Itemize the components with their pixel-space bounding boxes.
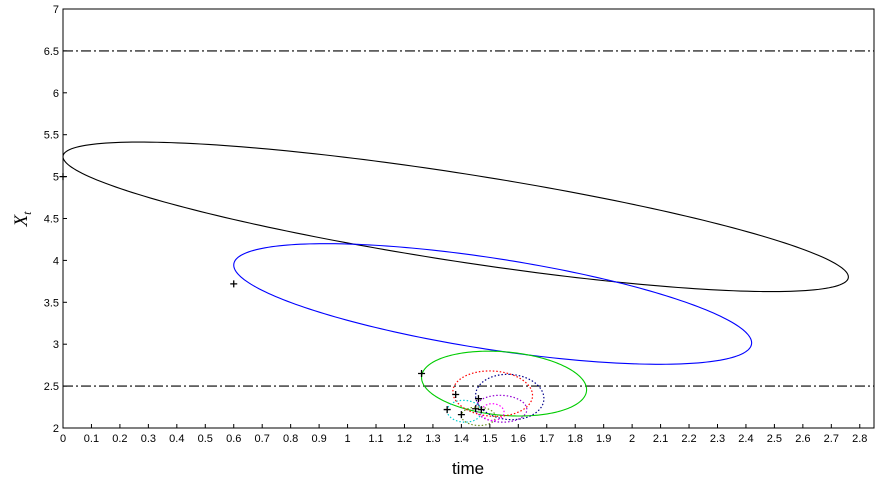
x-tick-label: 2.7 — [824, 433, 839, 445]
x-tick-label: 1 — [344, 433, 350, 445]
x-tick-label: 2.8 — [852, 433, 867, 445]
series-loop-3 — [420, 350, 588, 417]
x-tick-label: 1.3 — [425, 433, 440, 445]
series-loop-2 — [233, 243, 753, 365]
start-marker-7 — [443, 406, 451, 414]
x-tick-label: 1.1 — [368, 433, 383, 445]
y-tick-label: 6 — [53, 88, 59, 100]
series-loop-4 — [452, 370, 534, 417]
y-axis-ticks: 2 2.5 3 3.5 4 4.5 5 5.5 6 6.5 7 — [44, 4, 67, 435]
series-loop-1 — [62, 141, 849, 293]
y-axis-title-subscript: t — [20, 211, 34, 215]
y-tick-label: 4.5 — [44, 214, 59, 226]
start-marker-3 — [418, 370, 426, 378]
x-tick-label: 2.6 — [795, 433, 810, 445]
x-tick-label: 2.3 — [710, 433, 725, 445]
y-tick-label: 5.5 — [44, 130, 59, 142]
x-tick-label: 1.9 — [596, 433, 611, 445]
y-tick-label: 7 — [53, 4, 59, 16]
x-tick-label: 2.4 — [738, 433, 753, 445]
plot-area — [59, 8, 875, 429]
y-tick-label: 6.5 — [44, 46, 59, 58]
y-axis-title: Xt — [11, 211, 34, 228]
x-tick-label: 2 — [629, 433, 635, 445]
series-loop-8 — [460, 406, 497, 427]
start-marker-5 — [474, 395, 482, 403]
x-tick-label: 0.5 — [198, 433, 213, 445]
y-tick-label: 4 — [53, 255, 59, 267]
x-tick-label: 0 — [60, 433, 66, 445]
x-tick-label: 1.4 — [454, 433, 469, 445]
svg-text:Xt: Xt — [11, 211, 34, 228]
start-marker-4 — [452, 390, 460, 398]
plot-frame — [62, 8, 875, 429]
x-tick-label: 0.3 — [141, 433, 156, 445]
start-marker-9 — [477, 406, 485, 414]
x-tick-label: 1.2 — [397, 433, 412, 445]
x-tick-label: 0.2 — [112, 433, 127, 445]
x-tick-label: 2.2 — [681, 433, 696, 445]
x-tick-label: 0.7 — [255, 433, 270, 445]
start-marker-6 — [472, 405, 480, 413]
x-axis-ticks: 0 0.1 0.2 0.3 0.4 0.5 0.6 0.7 0.8 0.9 1 1.1 1.2 1.3 1.… — [60, 424, 867, 445]
x-tick-label: 1.7 — [539, 433, 554, 445]
start-marker-2 — [230, 280, 238, 288]
x-tick-label: 0.1 — [84, 433, 99, 445]
y-axis-title-main: X — [11, 213, 32, 227]
y-tick-label: 2.5 — [44, 381, 59, 393]
y-tick-label: 3 — [53, 339, 59, 351]
series-loop-5 — [475, 373, 545, 421]
x-tick-label: 0.4 — [169, 433, 184, 445]
y-tick-label: 3.5 — [44, 297, 59, 309]
x-tick-label: 2.5 — [767, 433, 782, 445]
y-tick-label: 5 — [53, 172, 59, 184]
x-axis-title: time — [452, 459, 484, 478]
x-tick-label: 2.1 — [653, 433, 668, 445]
x-tick-label: 1.8 — [568, 433, 583, 445]
start-marker-8 — [457, 411, 465, 419]
series-loop-9 — [480, 403, 505, 422]
y-tick-label: 2 — [53, 423, 59, 435]
x-tick-label: 0.6 — [226, 433, 241, 445]
x-tick-label: 1.6 — [511, 433, 526, 445]
x-tick-label: 0.9 — [311, 433, 326, 445]
x-tick-label: 0.8 — [283, 433, 298, 445]
x-tick-label: 1.5 — [482, 433, 497, 445]
